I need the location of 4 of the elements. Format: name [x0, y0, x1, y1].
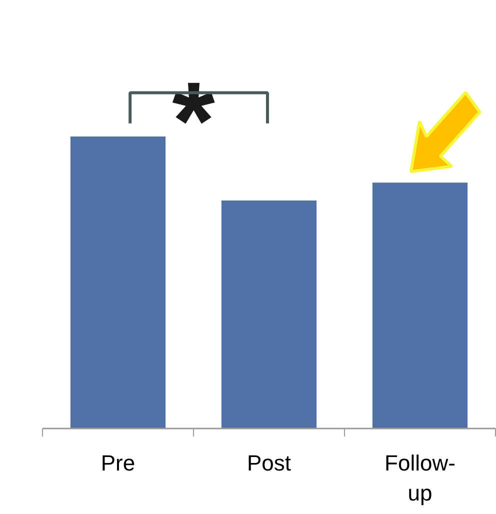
x-tick-label: Follow-up [384, 450, 456, 506]
annotation: * [172, 59, 216, 182]
x-tick-label: Post [246, 450, 292, 476]
x-tick-label: Pre [100, 450, 136, 476]
